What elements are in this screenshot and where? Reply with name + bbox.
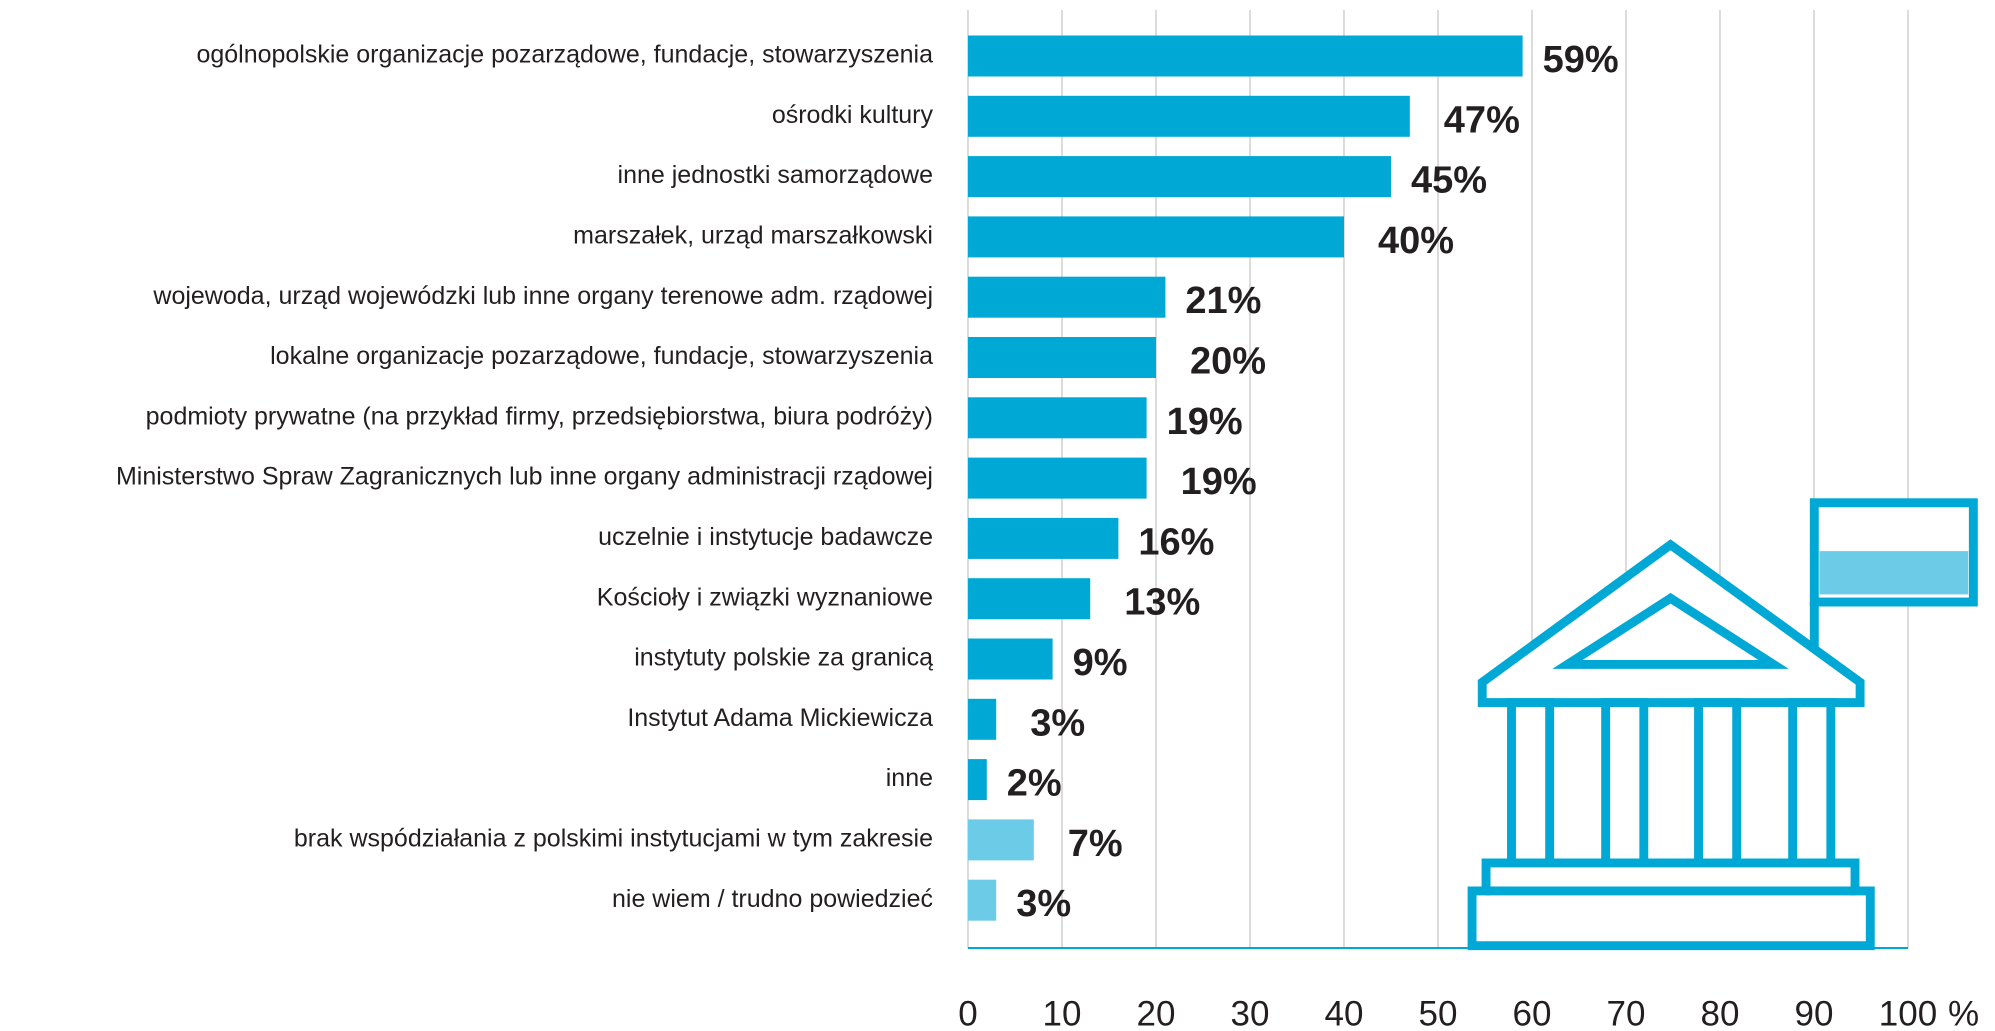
value-label: 13% — [1124, 582, 1200, 624]
value-label: 59% — [1543, 39, 1619, 81]
bar — [968, 638, 1053, 680]
bar — [968, 698, 997, 740]
x-tick-label: 40 — [1325, 994, 1364, 1031]
x-tick-label: 30 — [1231, 994, 1270, 1031]
bar — [968, 517, 1119, 559]
category-label: podmioty prywatne (na przykład firmy, pr… — [146, 402, 933, 430]
category-label: Kościoły i związki wyznaniowe — [597, 583, 933, 611]
value-label: 40% — [1378, 220, 1454, 262]
x-tick-label: 60 — [1513, 994, 1552, 1031]
x-tick-label: 100 — [1879, 994, 1937, 1031]
bar — [968, 759, 987, 801]
bar — [968, 578, 1091, 620]
category-label: lokalne organizacje pozarządowe, fundacj… — [270, 342, 933, 370]
x-tick-label: 20 — [1137, 994, 1176, 1031]
category-label: Instytut Adama Mickiewicza — [627, 704, 933, 732]
category-label: instytuty polskie za granicą — [634, 644, 933, 672]
value-label: 7% — [1068, 823, 1123, 865]
value-label: 45% — [1411, 160, 1487, 202]
category-label: inne jednostki samorządowe — [618, 161, 933, 189]
x-axis-label: % — [1948, 994, 1979, 1031]
category-label: ośrodki kultury — [772, 101, 934, 129]
value-label: 19% — [1181, 461, 1257, 503]
category-label: marszałek, urząd marszałkowski — [573, 222, 933, 250]
value-label: 21% — [1185, 280, 1261, 322]
category-label: nie wiem / trudno powiedzieć — [612, 885, 933, 913]
category-label: ogólnopolskie organizacje pozarządowe, f… — [196, 41, 933, 69]
value-label: 3% — [1016, 883, 1071, 925]
bar — [968, 397, 1147, 439]
category-label: wojewoda, urząd wojewódzki lub inne orga… — [152, 282, 933, 310]
bar — [968, 337, 1156, 378]
value-label: 9% — [1073, 642, 1128, 684]
value-label: 2% — [1007, 763, 1062, 805]
value-label: 20% — [1190, 341, 1266, 383]
category-label: brak wspódziałania z polskimi instytucja… — [294, 825, 933, 853]
x-tick-label: 10 — [1043, 994, 1082, 1031]
bar — [968, 819, 1034, 861]
value-label: 3% — [1030, 702, 1085, 744]
building-icon — [1467, 498, 1978, 951]
bar — [968, 216, 1344, 258]
x-tick-label: 50 — [1419, 994, 1458, 1031]
x-tick-label: 70 — [1607, 994, 1646, 1031]
value-label: 47% — [1444, 99, 1520, 141]
value-label: 16% — [1138, 521, 1214, 563]
x-tick-label: 0 — [958, 994, 977, 1031]
x-tick-label: 80 — [1701, 994, 1740, 1031]
bar — [968, 95, 1410, 137]
category-label: Ministerstwo Spraw Zagranicznych lub inn… — [116, 463, 933, 491]
category-label: inne — [886, 764, 933, 792]
bar — [968, 35, 1523, 77]
value-label: 19% — [1167, 401, 1243, 443]
bar — [968, 156, 1391, 198]
bar — [968, 879, 997, 921]
x-tick-label: 90 — [1795, 994, 1834, 1031]
bar — [968, 457, 1147, 499]
category-label: uczelnie i instytucje badawcze — [598, 523, 933, 551]
bar — [968, 276, 1166, 318]
